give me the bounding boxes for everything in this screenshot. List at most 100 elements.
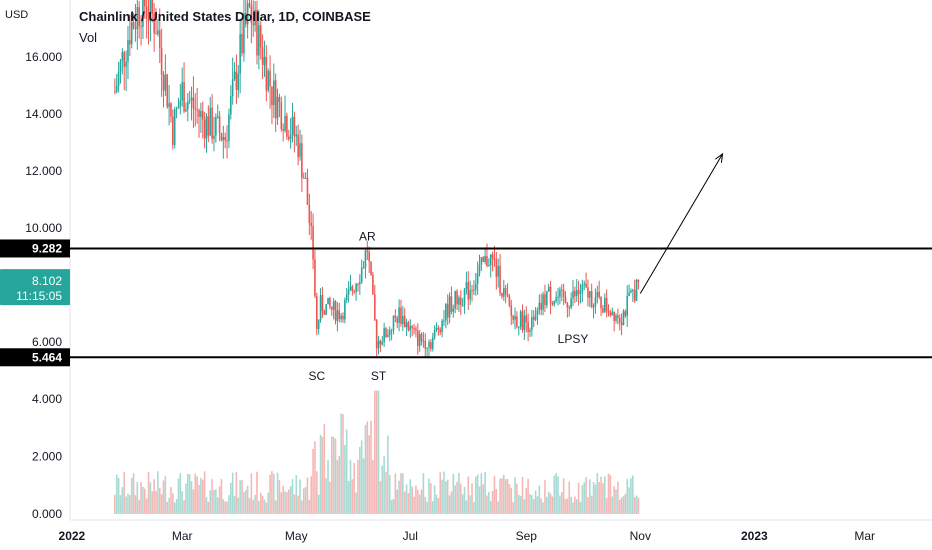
volume-bar	[525, 487, 528, 514]
volume-bar	[233, 495, 236, 514]
candle-body	[235, 71, 238, 91]
candle-body	[151, 0, 154, 14]
candle-body	[422, 340, 425, 342]
volume-bar	[439, 472, 442, 514]
candle-body	[503, 288, 505, 297]
projection-arrow-head	[715, 152, 724, 163]
volume-bar	[164, 476, 167, 514]
candle-body	[443, 320, 445, 322]
candle-body	[138, 7, 140, 27]
candle-body	[433, 329, 436, 338]
volume-bar	[594, 484, 597, 514]
candle-body	[190, 97, 193, 101]
volume-bar	[493, 475, 496, 514]
candle-body	[469, 290, 471, 300]
candle-body	[611, 311, 614, 316]
candle-body	[316, 296, 318, 329]
candle-body	[317, 320, 320, 329]
price-tick-label: 12.000	[25, 164, 62, 178]
volume-bar	[516, 483, 518, 514]
volume-bar	[155, 491, 157, 514]
volume-tick-label: 0.000	[32, 507, 62, 521]
volume-bar	[575, 499, 578, 514]
candle-body	[250, 5, 253, 24]
volume-bar	[540, 498, 543, 514]
time-tick-label: Nov	[630, 529, 651, 543]
candle-body	[579, 292, 582, 294]
candle-body	[506, 294, 509, 297]
candle-body	[149, 0, 152, 22]
candle-body	[370, 261, 372, 275]
volume-bar	[596, 473, 599, 514]
volume-bar	[143, 488, 146, 514]
candle-body	[192, 97, 195, 109]
volume-bar	[211, 479, 213, 514]
candle-body	[181, 82, 183, 101]
candle-body	[256, 9, 258, 56]
volume-bar	[392, 498, 395, 514]
volume-bar	[607, 473, 610, 514]
candle-body	[388, 330, 391, 335]
volume-bar	[250, 473, 253, 514]
candle-body	[117, 71, 120, 86]
volume-bar	[319, 435, 322, 514]
volume-bar	[559, 495, 561, 514]
candle-body	[402, 315, 404, 324]
volume-bar	[147, 471, 150, 514]
volume-bar	[231, 472, 234, 514]
volume-bar	[501, 478, 503, 514]
volume-bar	[218, 486, 221, 514]
volume-bar	[560, 492, 563, 514]
volume-bar	[183, 500, 185, 514]
volume-bar	[136, 481, 139, 514]
candle-body	[602, 308, 604, 313]
candle-body	[205, 116, 208, 139]
volume-bar	[359, 446, 361, 514]
candle-body	[140, 26, 142, 28]
candle-body	[420, 334, 423, 341]
volume-bar	[484, 472, 486, 514]
volume-bar	[321, 436, 324, 514]
volume-bar	[435, 494, 438, 514]
candle-body	[188, 100, 191, 102]
candle-body	[132, 22, 135, 28]
volume-bar	[469, 495, 471, 514]
volume-bar	[280, 492, 283, 514]
candle-body	[542, 294, 544, 310]
candle-body	[338, 310, 341, 320]
volume-bar	[549, 493, 552, 514]
candle-body	[430, 342, 432, 349]
candle-body	[183, 82, 185, 112]
candle-body	[504, 288, 507, 295]
current-price-label: 8.102	[32, 274, 62, 288]
volume-bar	[284, 491, 286, 514]
price-tick-label: 16.000	[25, 50, 62, 64]
candle-body	[377, 340, 380, 349]
volume-bar	[287, 489, 290, 514]
volume-bar	[504, 479, 507, 514]
volume-bar	[239, 480, 241, 514]
volume-bar	[158, 487, 161, 514]
volume-bar	[336, 459, 339, 514]
candle-body	[628, 292, 630, 296]
candle-body	[215, 117, 217, 136]
volume-bar	[508, 484, 511, 514]
volume-bar	[635, 495, 638, 514]
volume-bar	[114, 494, 116, 514]
volume-bar	[609, 475, 612, 514]
volume-bar	[254, 494, 256, 514]
candle-body	[310, 222, 313, 227]
candle-body	[437, 327, 440, 330]
candle-body	[261, 47, 264, 65]
candle-body	[201, 111, 204, 120]
candle-body	[508, 296, 511, 306]
volume-bar	[424, 496, 427, 514]
candle-body	[594, 297, 597, 307]
candle-body	[267, 70, 270, 91]
candle-body	[603, 298, 606, 313]
price-tick-label: 6.000	[32, 335, 62, 349]
volume-bar	[536, 496, 539, 514]
candle-body	[396, 317, 399, 323]
candle-body	[282, 128, 284, 131]
volume-bar	[181, 491, 183, 514]
